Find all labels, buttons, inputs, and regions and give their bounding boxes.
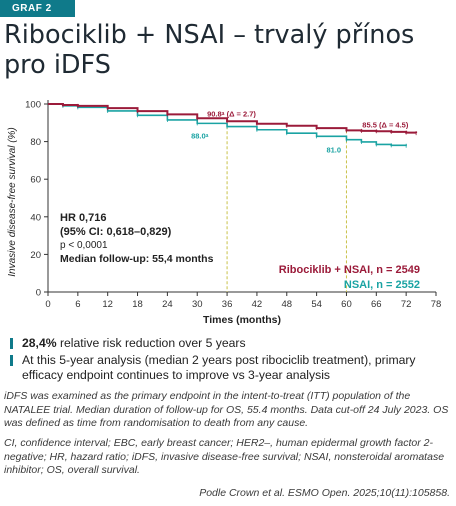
x-tick-label: 36 <box>222 299 233 310</box>
y-tick-label: 100 <box>25 100 41 111</box>
followup-value: Median follow-up: 55,4 months <box>60 253 214 265</box>
data-label: 85.5 (Δ = 4.5) <box>362 120 409 129</box>
x-tick-label: 24 <box>162 299 173 310</box>
x-tick-label: 0 <box>45 299 50 310</box>
y-tick-label: 20 <box>30 250 41 261</box>
stats-box: HR 0,716 (95% CI: 0,618–0,829) p < 0,0001 M… <box>60 212 214 265</box>
hr-value: HR 0,716 <box>60 212 106 224</box>
x-tick-label: 12 <box>102 299 113 310</box>
x-tick-label: 78 <box>431 299 442 310</box>
x-tick-label: 30 <box>192 299 203 310</box>
survival-chart: 0 20 40 60 80 100 0 6 12 18 24 30 36 42 48 54 60 66 72 78 Ti… <box>7 100 441 327</box>
data-label: 90.8ᵃ (Δ = 2.7) <box>207 109 256 118</box>
x-tick-label: 60 <box>341 299 352 310</box>
y-tick-label: 0 <box>36 288 41 299</box>
bullet-marker <box>10 338 13 349</box>
data-label: 81.0 <box>326 146 341 155</box>
x-tick-label: 54 <box>311 299 322 310</box>
figure-badge: GRAF 2 <box>0 0 75 17</box>
x-tick-label: 6 <box>75 299 80 310</box>
x-tick-label: 42 <box>252 299 263 310</box>
bullet-1-bold: 28,4% <box>22 336 57 350</box>
ci-value: (95% CI: 0,618–0,829) <box>60 226 172 238</box>
x-tick-label: 18 <box>132 299 143 310</box>
x-axis-label: Times (months) <box>203 314 281 326</box>
y-tick-label: 60 <box>30 175 41 186</box>
legend-ribociclib: Ribociklib + NSAI, n = 2549 <box>279 264 420 276</box>
legend-nsai: NSAI, n = 2552 <box>344 279 420 291</box>
chart-axes: 0 20 40 60 80 100 0 6 12 18 24 30 36 42 48 54 60 66 72 78 Ti… <box>7 100 441 327</box>
y-tick-label: 40 <box>30 212 41 223</box>
chart-legend: Ribociklib + NSAI, n = 2549 NSAI, n = 255… <box>279 264 420 291</box>
chart-labels: 90.8ᵃ (Δ = 2.7) 85.5 (Δ = 4.5) 88.0ᵃ 81.0 <box>191 109 409 154</box>
footnote-abbreviations: CI, confidence interval; EBC, early brea… <box>4 437 445 477</box>
bullet-marker <box>10 355 13 366</box>
x-tick-label: 72 <box>401 299 412 310</box>
p-value: p < 0,0001 <box>60 240 108 251</box>
x-tick-label: 48 <box>281 299 292 310</box>
title-line-1: Ribociklib + NSAI – trvalý přínos <box>4 20 415 50</box>
y-tick-label: 80 <box>30 137 41 148</box>
bullet-2-text: At this 5-year analysis (median 2 years … <box>22 353 416 382</box>
source-citation: Podle Crown et al. ESMO Open. 2025;10(11… <box>199 487 450 499</box>
y-axis-label: Invasive disease-free survival (%) <box>7 127 18 277</box>
x-tick-label: 66 <box>371 299 382 310</box>
bullet-1-text: relative risk reduction over 5 years <box>56 336 246 350</box>
reference-lines <box>226 121 347 292</box>
series-lines <box>48 102 418 148</box>
title-line-2: pro iDFS <box>4 50 111 80</box>
data-label: 88.0ᵃ <box>191 132 209 141</box>
page-title: Ribociklib + NSAI – trvalý přínos pro iD… <box>4 20 454 80</box>
footnote-method: iDFS was examined as the primary endpoin… <box>4 390 449 430</box>
